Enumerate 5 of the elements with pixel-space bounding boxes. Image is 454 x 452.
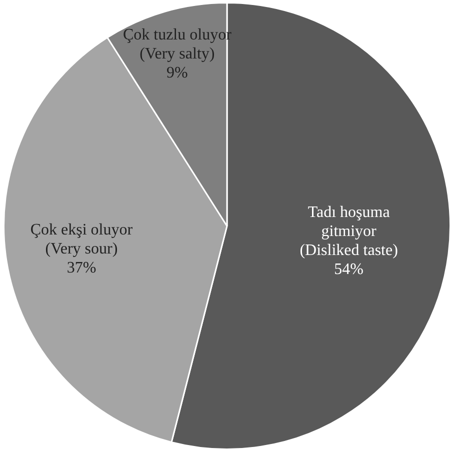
data-label: 37% <box>66 259 96 276</box>
slice-label: Tadı hoşuma gitmiyor (Disliked taste) <box>300 204 398 260</box>
data-label: 9% <box>166 64 188 82</box>
slice-label: Çok ekşi oluyor (Very sour) <box>30 221 134 258</box>
data-label: 54% <box>334 261 364 278</box>
